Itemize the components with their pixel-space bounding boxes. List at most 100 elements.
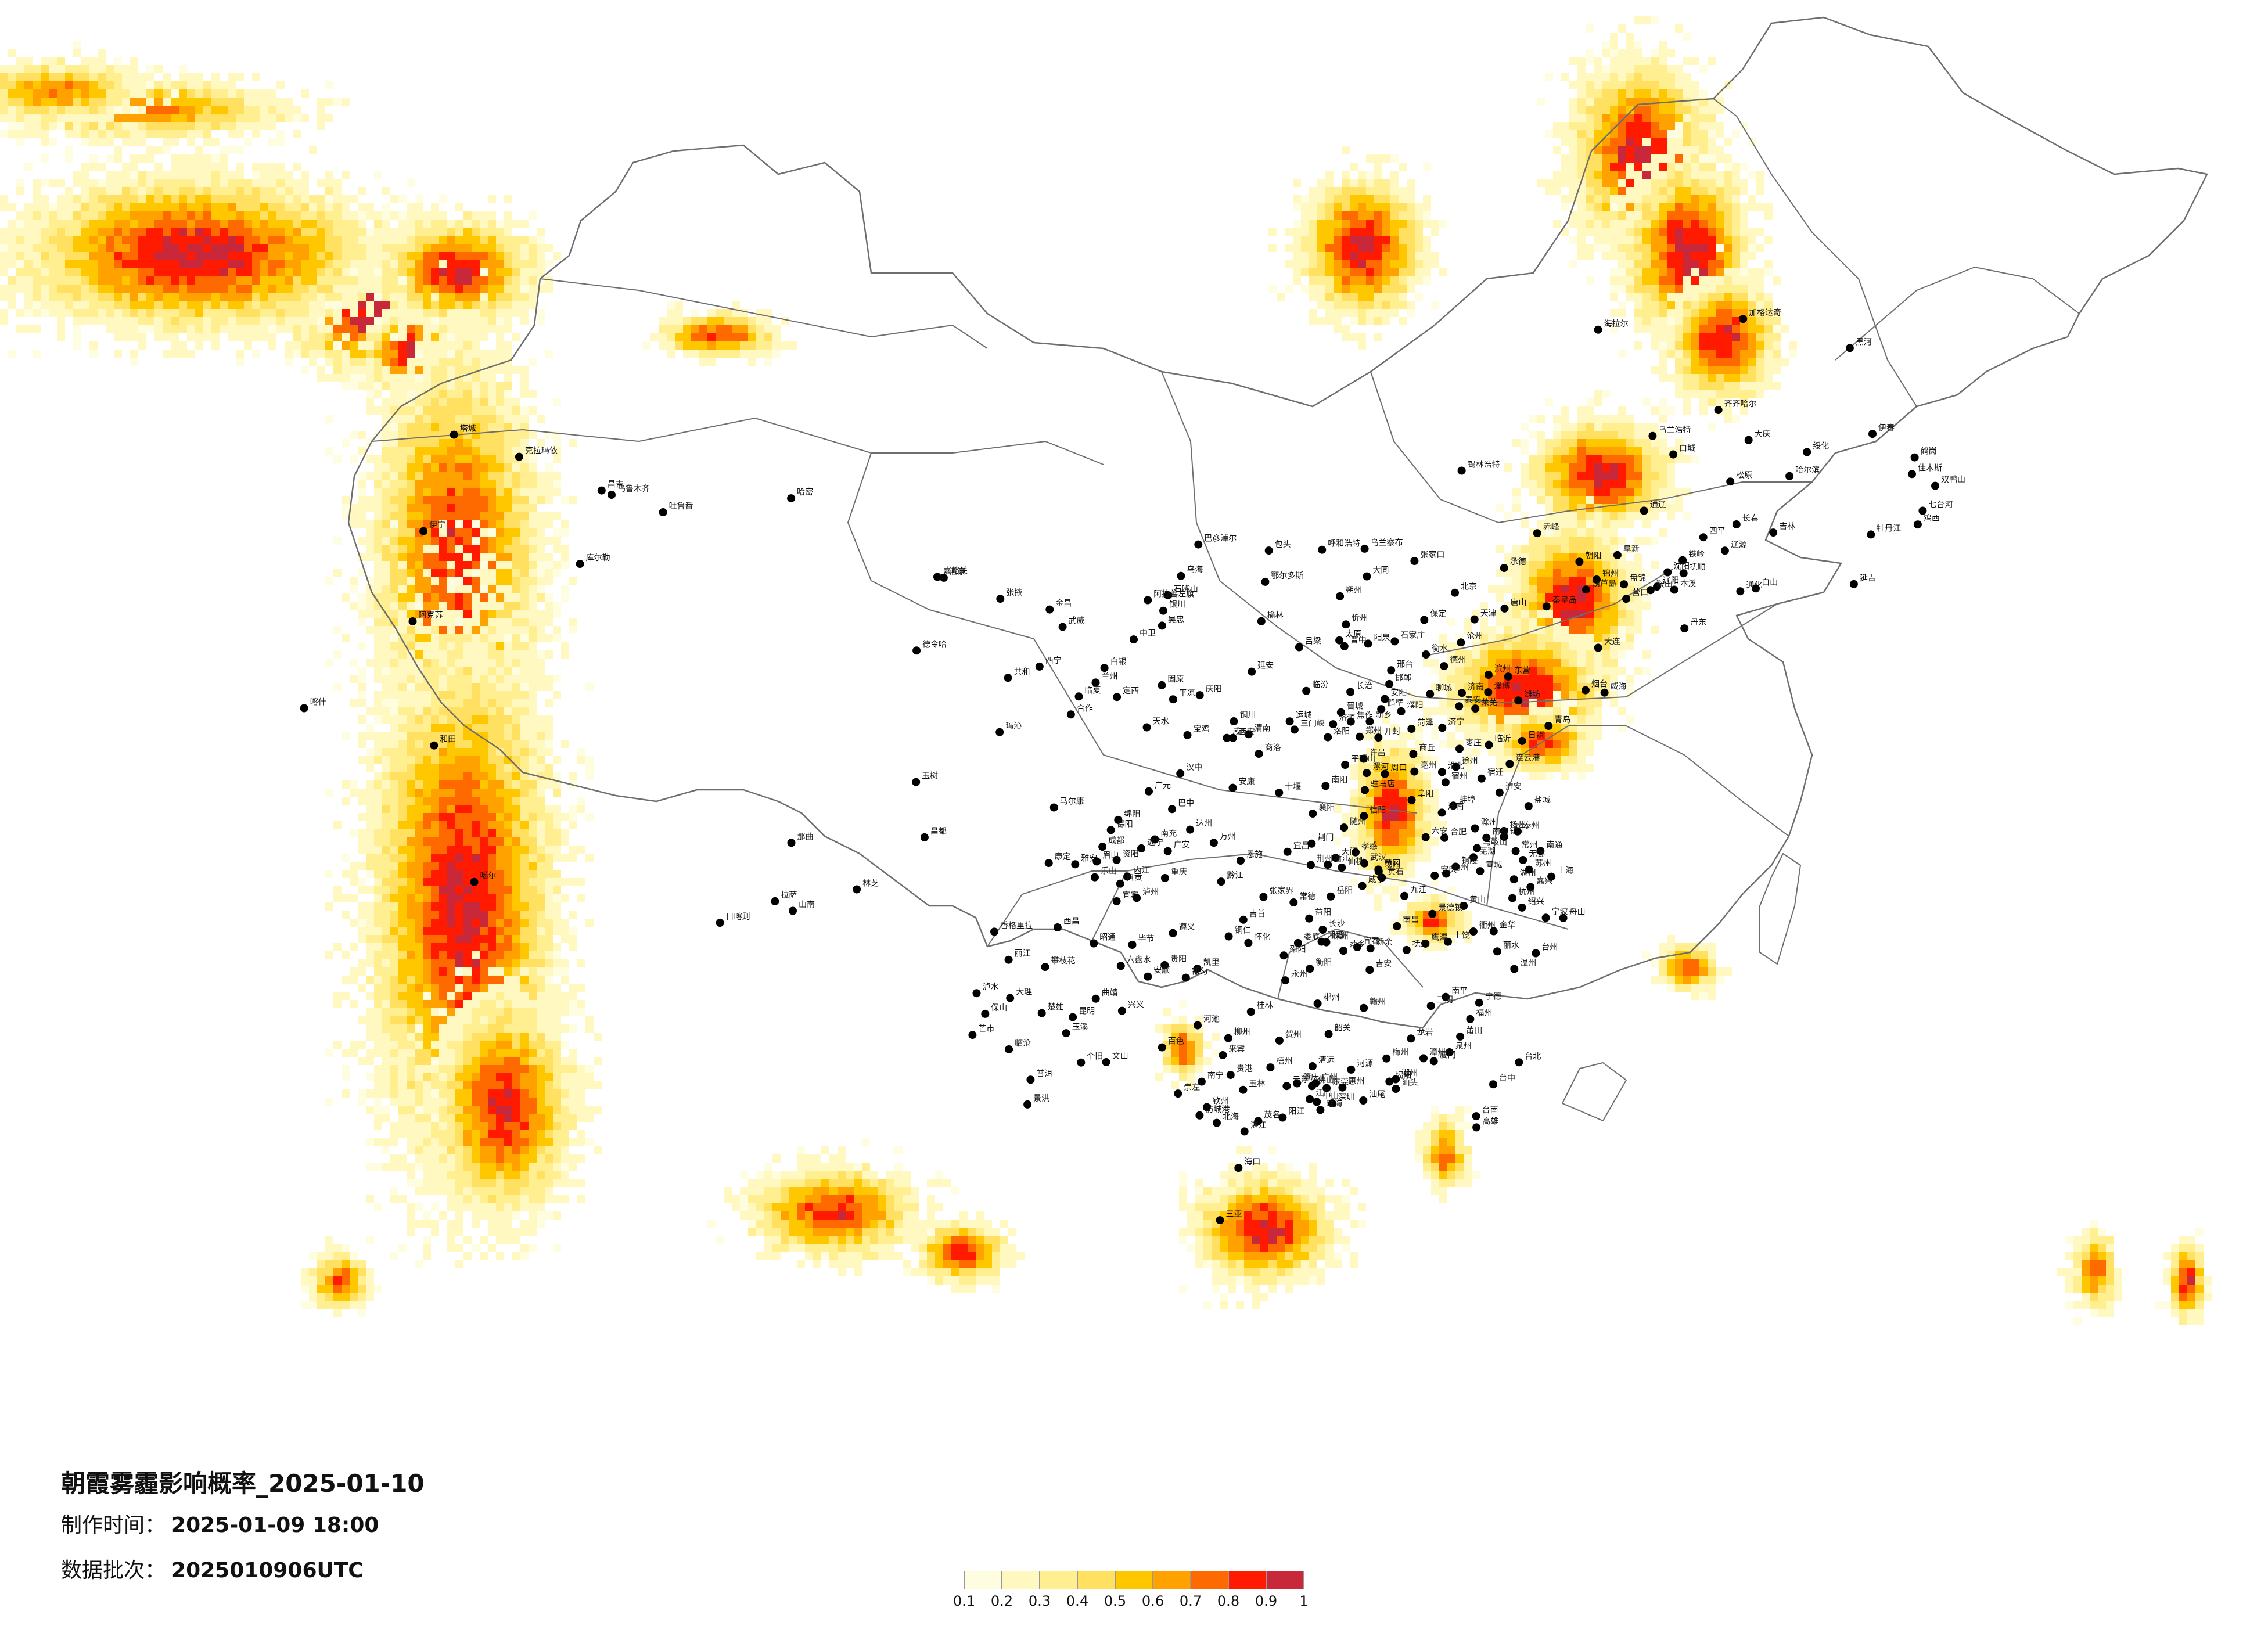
city-label: 攀枝花 (1051, 956, 1076, 966)
legend-tick: 0.6 (1141, 1593, 1164, 1609)
city-marker: 和田 (430, 735, 456, 750)
city-dot (1451, 762, 1460, 771)
city-label: 通辽 (1650, 500, 1666, 509)
city-label: 沈阳 (1673, 562, 1690, 571)
city-dot (1508, 894, 1516, 902)
city-dot (1168, 805, 1177, 814)
city-dot (1726, 477, 1735, 486)
city-dot (1159, 606, 1167, 615)
city-label: 吉首 (1249, 909, 1266, 919)
legend-swatch-1 (964, 1571, 1002, 1589)
city-label: 共和 (1014, 667, 1030, 677)
city-label: 铜仁 (1235, 926, 1251, 936)
city-marker: 安庆 (1430, 865, 1457, 880)
city-dot (1158, 681, 1166, 689)
city-dot (1197, 1077, 1206, 1086)
city-marker: 乐山 (1091, 867, 1117, 882)
city-dot (450, 430, 458, 439)
city-label: 宜昌 (1293, 841, 1310, 851)
city-marker: 汕头 (1392, 1078, 1418, 1093)
city-label: 乌海 (1187, 566, 1203, 575)
city-label: 日喀则 (726, 912, 750, 922)
city-dot (1500, 564, 1508, 573)
city-dot (1053, 923, 1062, 931)
city-marker: 钦州 (1202, 1097, 1229, 1111)
city-marker: 三明 (1426, 995, 1453, 1010)
city-marker: 宜春 (1353, 937, 1379, 951)
data-batch-label: 数据批次： (61, 1559, 166, 1582)
city-dot (1091, 994, 1100, 1003)
city-marker: 渭南 (1244, 724, 1271, 739)
city-marker: 丽水 (1493, 941, 1519, 956)
city-marker: 葫芦岛 (1582, 579, 1616, 594)
city-marker: 中卫 (1130, 629, 1156, 644)
city-label: 乐山 (1101, 867, 1117, 876)
province-border-11 (1713, 98, 1917, 407)
city-dot (1062, 1029, 1070, 1038)
city-dot (1338, 864, 1346, 872)
city-label: 河池 (1203, 1015, 1220, 1024)
city-label: 舟山 (1569, 908, 1586, 917)
city-label: 商洛 (1265, 743, 1281, 753)
city-label: 汕头 (1401, 1078, 1418, 1088)
city-label: 常州 (1522, 841, 1538, 850)
city-label: 那曲 (797, 832, 814, 841)
city-marker: 莆田 (1456, 1026, 1482, 1041)
city-label: 烟台 (1591, 680, 1608, 689)
city-dot (1582, 686, 1590, 695)
city-label: 郑州 (1365, 726, 1382, 736)
city-marker: 沈阳 (1663, 562, 1690, 577)
city-dot (1519, 856, 1527, 864)
city-dot (1472, 1123, 1481, 1132)
city-label: 台州 (1541, 943, 1558, 952)
city-dot (1321, 782, 1330, 790)
city-label: 巴彦淖尔 (1204, 534, 1237, 544)
city-marker: 上海 (1547, 866, 1573, 881)
city-dot (1308, 1062, 1317, 1070)
city-label: 和田 (440, 735, 456, 744)
city-dot (1594, 325, 1602, 334)
city-dot (1908, 470, 1916, 479)
legend-swatch-9 (1266, 1571, 1304, 1589)
legend-swatch-3 (1040, 1571, 1077, 1589)
city-dot (1845, 344, 1854, 352)
city-marker: 武威 (1058, 617, 1085, 631)
city-dot (1264, 546, 1273, 555)
city-dot (1359, 754, 1368, 763)
city-dot (1500, 826, 1508, 835)
city-dot (1678, 556, 1687, 564)
city-label: 山南 (799, 901, 815, 910)
city-label: 临沂 (1495, 735, 1511, 744)
city-marker: 鸡西 (1913, 513, 1940, 529)
city-label: 金华 (1500, 921, 1516, 930)
city-label: 青岛 (1554, 715, 1570, 725)
city-label: 淮南 (1448, 802, 1464, 811)
city-dot (1420, 616, 1429, 624)
city-marker: 普洱 (1026, 1069, 1052, 1084)
city-label: 白银 (1110, 657, 1127, 667)
city-marker: 绍兴 (1518, 897, 1544, 912)
province-border-12 (1835, 267, 2080, 361)
city-label: 阿克苏 (419, 611, 443, 620)
city-label: 黄石 (1388, 866, 1404, 876)
city-label: 玉溪 (1072, 1023, 1088, 1032)
city-label: 黄冈 (1384, 858, 1400, 868)
city-dot (1293, 938, 1302, 947)
city-dot (1163, 591, 1172, 600)
city-dot (1116, 962, 1125, 970)
city-marker: 岳阳 (1327, 886, 1353, 901)
city-dot (1360, 544, 1369, 553)
city-dot (1130, 635, 1138, 644)
city-dot (1559, 913, 1568, 922)
city-marker: 黄山 (1460, 895, 1486, 910)
city-dot (515, 452, 523, 461)
city-dot (1254, 1117, 1263, 1125)
city-label: 盐城 (1534, 796, 1551, 805)
city-dot (1295, 643, 1303, 652)
city-marker: 咸阳 (1223, 728, 1249, 742)
city-marker: 德令哈 (912, 640, 947, 655)
city-marker: 临沂 (1485, 735, 1511, 749)
city-label: 常德 (1299, 892, 1315, 901)
city-dot (1410, 767, 1419, 776)
city-label: 郴州 (1324, 993, 1340, 1002)
